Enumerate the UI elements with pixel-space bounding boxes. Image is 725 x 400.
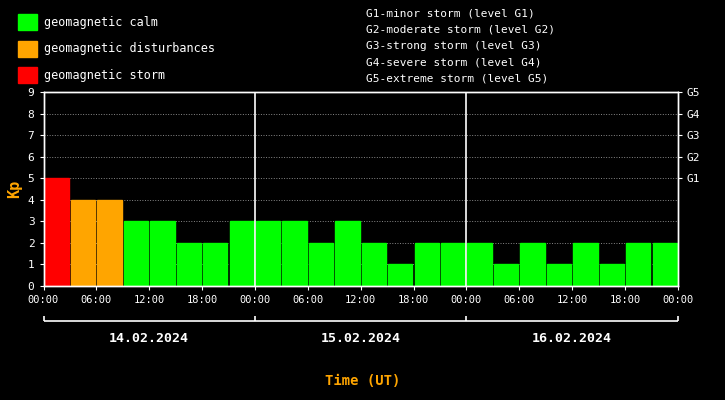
Bar: [415, 243, 439, 286]
FancyBboxPatch shape: [18, 14, 37, 30]
Bar: [494, 264, 518, 286]
Bar: [335, 221, 360, 286]
Text: 15.02.2024: 15.02.2024: [320, 332, 401, 344]
Bar: [626, 243, 650, 286]
Text: G4-severe storm (level G4): G4-severe storm (level G4): [366, 57, 542, 67]
Bar: [230, 221, 254, 286]
Bar: [468, 243, 492, 286]
Bar: [256, 221, 281, 286]
Bar: [177, 243, 201, 286]
Bar: [71, 200, 95, 286]
Y-axis label: Kp: Kp: [7, 180, 22, 198]
Text: geomagnetic calm: geomagnetic calm: [44, 16, 158, 29]
Bar: [652, 243, 677, 286]
Bar: [547, 264, 571, 286]
Text: 16.02.2024: 16.02.2024: [532, 332, 612, 344]
Bar: [124, 221, 148, 286]
Text: G5-extreme storm (level G5): G5-extreme storm (level G5): [366, 74, 548, 84]
Bar: [283, 221, 307, 286]
Bar: [203, 243, 228, 286]
Bar: [600, 264, 624, 286]
Text: G1-minor storm (level G1): G1-minor storm (level G1): [366, 8, 535, 18]
Bar: [150, 221, 175, 286]
Bar: [388, 264, 413, 286]
Text: Time (UT): Time (UT): [325, 374, 400, 388]
Bar: [362, 243, 386, 286]
Text: geomagnetic disturbances: geomagnetic disturbances: [44, 42, 215, 55]
FancyBboxPatch shape: [18, 41, 37, 57]
Bar: [573, 243, 597, 286]
Text: G2-moderate storm (level G2): G2-moderate storm (level G2): [366, 24, 555, 34]
FancyBboxPatch shape: [18, 67, 37, 83]
Text: geomagnetic storm: geomagnetic storm: [44, 69, 165, 82]
Bar: [44, 178, 69, 286]
Text: 14.02.2024: 14.02.2024: [109, 332, 189, 344]
Bar: [309, 243, 334, 286]
Bar: [521, 243, 544, 286]
Text: G3-strong storm (level G3): G3-strong storm (level G3): [366, 41, 542, 51]
Bar: [441, 243, 465, 286]
Bar: [97, 200, 122, 286]
